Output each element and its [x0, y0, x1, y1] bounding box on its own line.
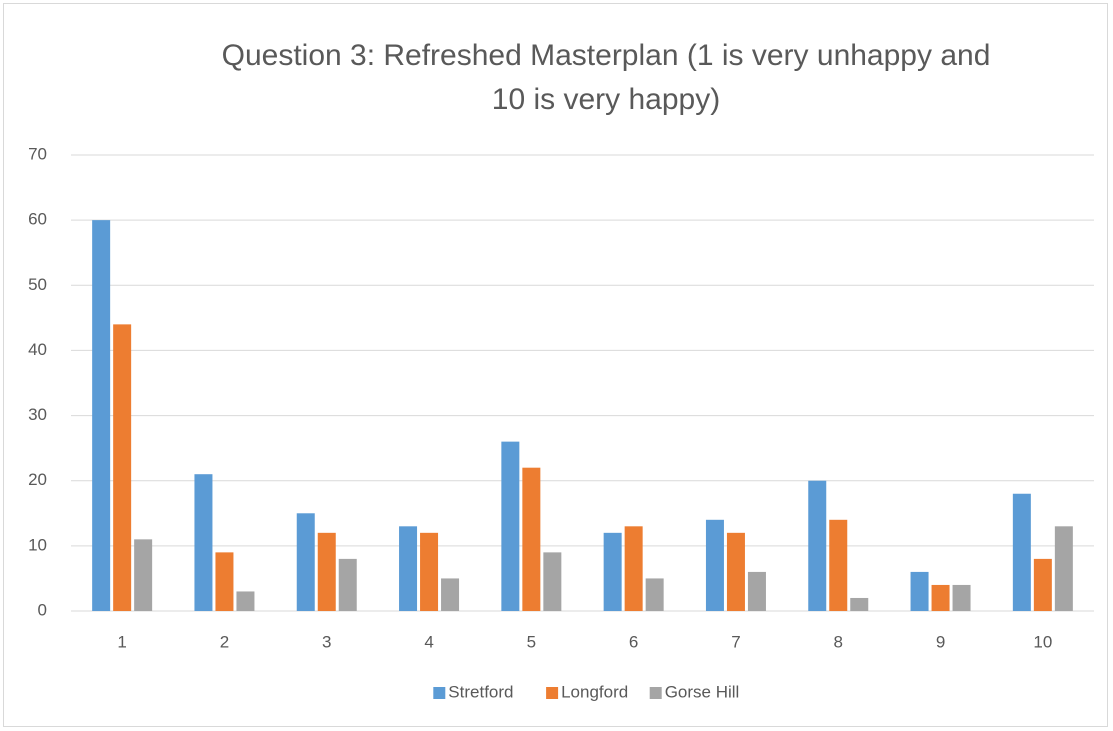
bar	[829, 519, 848, 611]
legend-label: Gorse Hill	[665, 682, 740, 701]
y-tick-label: 40	[28, 340, 47, 359]
bar	[931, 584, 950, 611]
y-tick-label: 20	[28, 470, 47, 489]
x-tick-label: 9	[936, 632, 945, 651]
bar	[952, 584, 971, 611]
bar	[624, 526, 643, 611]
legend-swatch	[433, 687, 446, 699]
bar	[1012, 493, 1031, 611]
x-tick-label: 2	[220, 632, 229, 651]
bar	[522, 467, 541, 611]
y-tick-label: 60	[28, 210, 47, 229]
chart-title: Question 3: Refreshed Masterplan (1 is v…	[221, 39, 991, 116]
x-tick-label: 1	[117, 632, 126, 651]
bar	[236, 591, 255, 611]
bar	[194, 474, 213, 611]
legend-label: Longford	[561, 682, 628, 701]
bar	[747, 571, 766, 611]
bar	[543, 552, 562, 611]
bar	[1054, 526, 1073, 611]
bar	[113, 324, 132, 611]
bar	[645, 578, 664, 611]
bar	[215, 552, 234, 611]
bar	[338, 558, 357, 611]
bar	[441, 578, 460, 611]
bar	[134, 539, 153, 611]
legend-label: Stretford	[448, 682, 513, 701]
bar	[726, 532, 745, 611]
bar	[808, 480, 827, 611]
y-tick-label: 10	[28, 535, 47, 554]
bar	[705, 519, 724, 611]
bar	[603, 532, 622, 611]
chart-frame	[3, 3, 1108, 727]
x-tick-label: 8	[834, 632, 843, 651]
x-tick-label: 7	[731, 632, 740, 651]
legend-swatch	[649, 687, 662, 699]
bar	[501, 441, 520, 611]
bar	[420, 532, 439, 611]
y-tick-label: 0	[38, 600, 47, 619]
x-tick-label: 4	[424, 632, 433, 651]
bar	[1033, 558, 1052, 611]
bar	[910, 571, 929, 611]
bar	[850, 597, 869, 611]
x-tick-label: 3	[322, 632, 331, 651]
x-tick-label: 5	[527, 632, 536, 651]
bar	[399, 526, 418, 611]
y-tick-label: 30	[28, 405, 47, 424]
legend-swatch	[546, 687, 559, 699]
bar	[317, 532, 336, 611]
y-tick-label: 50	[28, 275, 47, 294]
bar	[296, 513, 315, 611]
bar	[92, 220, 111, 611]
y-tick-label: 70	[28, 144, 47, 163]
x-tick-label: 10	[1033, 632, 1052, 651]
x-tick-label: 6	[629, 632, 638, 651]
